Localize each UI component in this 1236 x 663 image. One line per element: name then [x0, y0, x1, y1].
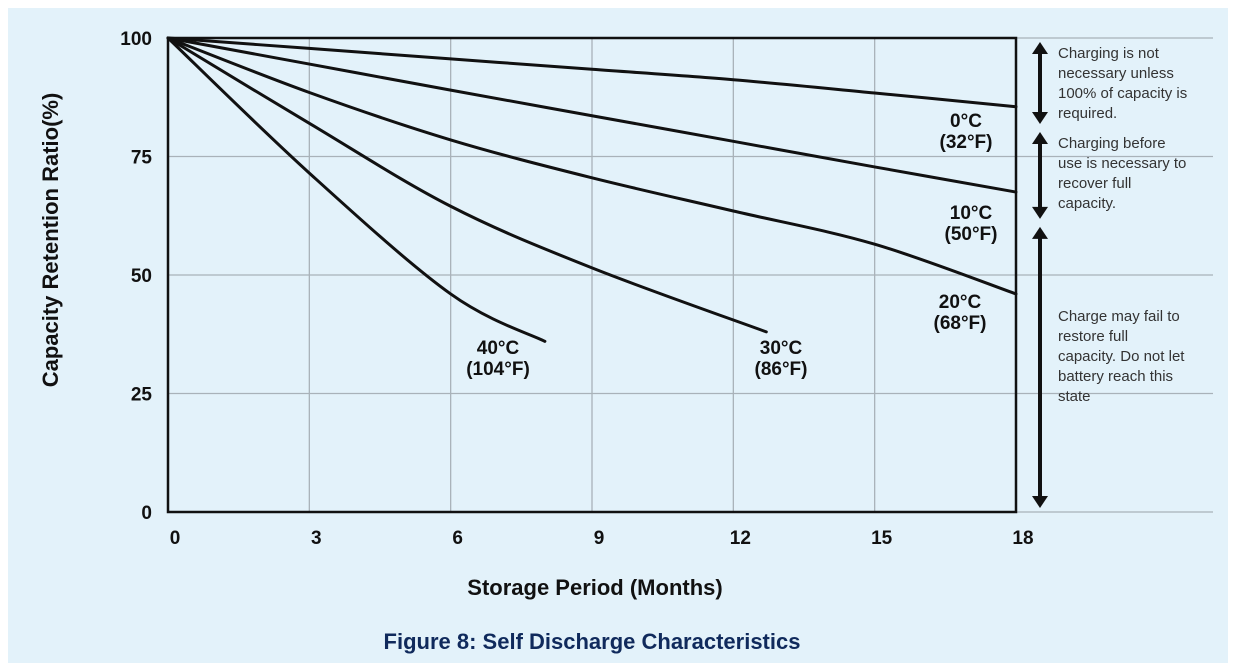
series-label: 0°C — [950, 111, 982, 132]
series-label: 10°C — [950, 203, 993, 224]
series-label: (50°F) — [945, 224, 998, 245]
x-tick-label: 3 — [311, 528, 322, 549]
zone-note: capacity. — [1058, 195, 1116, 212]
series-line-4 — [166, 36, 547, 343]
arrowhead-down — [1032, 206, 1048, 219]
zone-note: Charging is not — [1058, 45, 1160, 62]
y-tick-label: 0 — [141, 503, 152, 524]
arrowhead-up — [1032, 42, 1048, 54]
zone-note: use is necessary to — [1058, 155, 1186, 172]
gridlines — [167, 37, 1213, 513]
x-tick-label: 15 — [871, 528, 893, 549]
y-axis-title: Capacity Retention Ratio(%) — [38, 93, 63, 388]
zone-note: necessary unless — [1058, 65, 1174, 82]
zone-note: recover full — [1058, 175, 1131, 192]
zone-note: restore full — [1058, 328, 1128, 345]
arrowhead-down — [1032, 496, 1048, 508]
series-line-2 — [166, 36, 1018, 296]
series-label: (86°F) — [755, 359, 808, 380]
tick-labels: 0 3 6 9 12 15 18 0 25 50 75 100 — [120, 29, 1033, 549]
x-tick-label: 12 — [730, 528, 751, 549]
series-label: (104°F) — [466, 359, 530, 380]
zone-note: required. — [1058, 105, 1117, 122]
plot-frame — [166, 36, 1018, 514]
series-line-0 — [166, 36, 1018, 109]
x-tick-label: 6 — [452, 528, 463, 549]
y-tick-label: 50 — [131, 266, 152, 287]
zone-note: state — [1058, 388, 1091, 405]
self-discharge-chart: 0°C(32°F) 10°C(50°F) 20°C(68°F) 30°C(86°F) 4… — [38, 29, 1213, 654]
series-label: (68°F) — [934, 313, 987, 334]
x-tick-label: 0 — [170, 528, 181, 549]
y-tick-label: 25 — [131, 385, 153, 406]
series-label: 30°C — [760, 338, 803, 359]
chart-figure: 0°C (32°F) 10°C (50°F) 20°C (68°F) 30°C (86°F) 4… — [8, 8, 1228, 663]
series-line-3 — [166, 36, 768, 334]
y-tick-label: 75 — [131, 148, 153, 169]
zone-note: capacity. Do not let — [1058, 348, 1185, 365]
series-label: 20°C — [939, 292, 982, 313]
zone-note: Charge may fail to — [1058, 308, 1180, 325]
arrowhead-up — [1032, 132, 1048, 145]
x-tick-label: 18 — [1012, 528, 1033, 549]
arrowhead-up — [1032, 226, 1048, 239]
series-label: 40°C — [477, 338, 520, 359]
series-lines: 0°C(32°F) 10°C(50°F) 20°C(68°F) 30°C(86°F) 4… — [166, 36, 1018, 380]
charging-zones: Charging is not necessary unless 100% of c… — [1032, 42, 1187, 508]
zone-note: battery reach this — [1058, 368, 1173, 385]
arrowhead-down — [1032, 112, 1048, 125]
series-line-1 — [166, 36, 1018, 194]
zone-note: Charging before — [1058, 135, 1166, 152]
zone-note: 100% of capacity is — [1058, 85, 1187, 102]
series-label: (32°F) — [940, 132, 993, 153]
x-axis-title: Storage Period (Months) — [467, 575, 722, 600]
y-tick-label: 100 — [120, 29, 152, 50]
figure-caption: Figure 8: Self Discharge Characteristics — [384, 629, 801, 654]
x-tick-label: 9 — [594, 528, 605, 549]
